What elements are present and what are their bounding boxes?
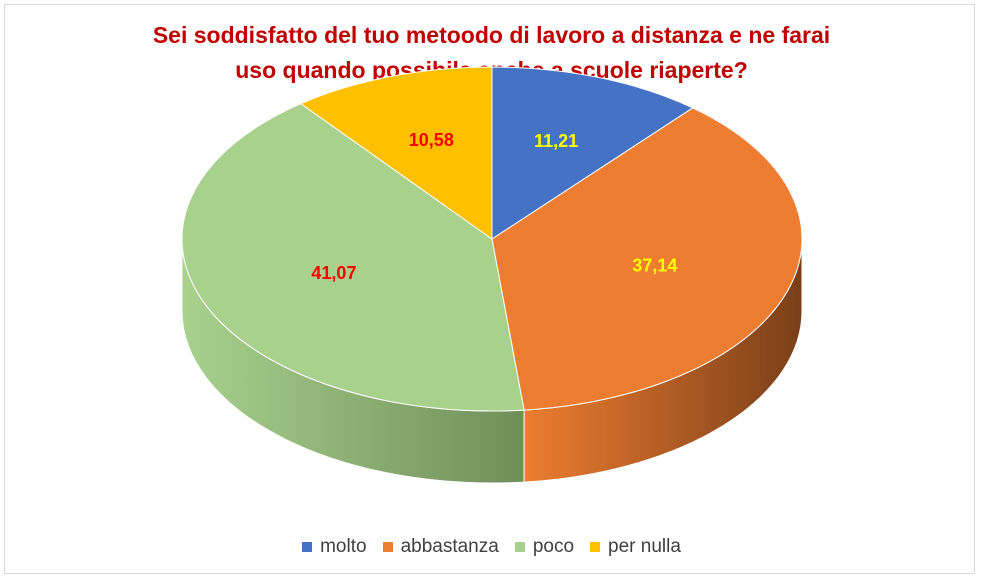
legend-swatch-abbastanza [382, 542, 393, 552]
legend-label-molto: molto [320, 536, 367, 557]
legend-swatch-molto [302, 542, 313, 552]
pie-slice-per-nulla [299, 66, 493, 240]
legend-item-abbastanza: abbastanza [382, 536, 499, 558]
data-label-per-nulla: 10,58 [409, 130, 454, 150]
pie-slice-molto [491, 66, 694, 240]
data-label-poco: 41,07 [311, 263, 356, 283]
pie-data-labels: 11,21 37,14 41,07 10,58 [311, 130, 677, 283]
chart-title-line-1: Sei soddisfatto del tuo metoodo di lavor… [152, 22, 831, 48]
chart-legend: molto abbastanza poco per nulla [0, 536, 983, 558]
legend-item-per-nulla: per nulla [590, 536, 681, 558]
legend-label-per-nulla: per nulla [608, 536, 681, 557]
legend-item-molto: molto [302, 536, 367, 558]
pie-slice-abbastanza [491, 107, 803, 411]
legend-item-poco: poco [514, 536, 575, 558]
legend-swatch-poco [514, 542, 525, 552]
data-label-abbastanza: 37,14 [632, 256, 677, 276]
pie-slice-poco [181, 103, 525, 412]
legend-swatch-per-nulla [590, 542, 601, 552]
pie-slices [181, 66, 803, 412]
data-label-molto: 11,21 [534, 131, 578, 151]
legend-label-abbastanza: abbastanza [400, 536, 499, 557]
legend-label-poco: poco [532, 536, 575, 557]
